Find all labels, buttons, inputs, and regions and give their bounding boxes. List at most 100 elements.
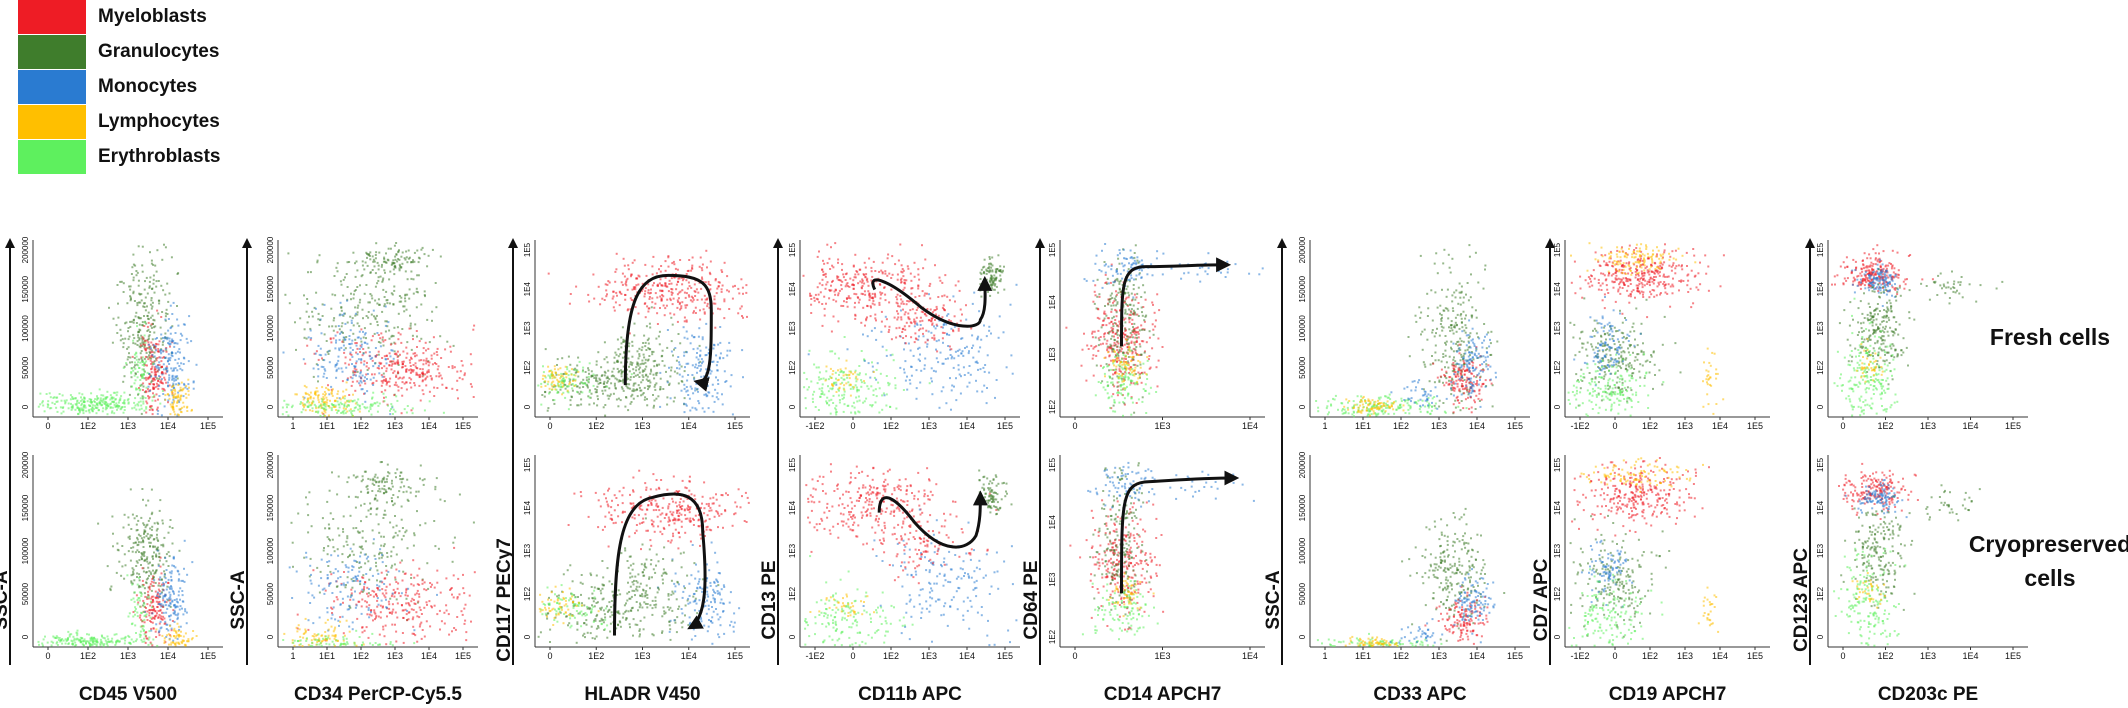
event-dot [678, 373, 681, 376]
event-dot [144, 397, 147, 399]
event-dot [169, 403, 172, 406]
event-dot [357, 398, 360, 401]
event-dot [143, 409, 146, 412]
event-dot [307, 397, 310, 400]
event-dot [395, 384, 398, 387]
event-dot [371, 482, 374, 485]
event-dot [176, 413, 179, 416]
event-dot [159, 620, 162, 623]
event-dot [392, 262, 395, 265]
event-dot [424, 373, 427, 376]
event-dot [141, 339, 144, 342]
event-dot [421, 389, 424, 392]
event-dot [404, 365, 407, 367]
event-dot [375, 614, 378, 617]
event-dot [405, 368, 408, 371]
event-dot [614, 280, 617, 283]
event-dot [360, 343, 363, 346]
event-dot [330, 554, 333, 557]
event-dot [191, 637, 194, 640]
event-dot [350, 319, 353, 322]
event-dot [653, 377, 656, 380]
event-dot [117, 316, 120, 319]
event-dot [156, 591, 159, 594]
event-dot [668, 279, 671, 282]
event-dot [612, 306, 615, 309]
event-dot [362, 574, 365, 577]
event-dot [140, 557, 143, 560]
event-dot [689, 299, 692, 302]
event-dot [313, 633, 316, 636]
event-dot [426, 370, 429, 373]
event-dot [368, 351, 371, 354]
event-dot [386, 463, 389, 466]
event-dot [691, 374, 694, 376]
event-dot [366, 378, 368, 380]
event-dot [156, 385, 159, 388]
event-dot [339, 616, 342, 619]
event-dot [688, 295, 691, 298]
event-dot [153, 368, 156, 371]
event-dot [649, 381, 652, 384]
event-dot [120, 637, 123, 640]
event-dot [342, 341, 345, 344]
event-dot [115, 640, 118, 642]
event-dot [303, 336, 306, 339]
event-dot [412, 292, 415, 295]
event-dot [121, 565, 124, 568]
event-dot [424, 522, 427, 525]
event-dot [422, 352, 425, 355]
event-dot [395, 476, 397, 479]
event-dot [321, 640, 324, 642]
event-dot [451, 630, 453, 633]
event-dot [157, 584, 160, 587]
event-dot [371, 632, 374, 635]
event-dot [91, 639, 94, 642]
event-dot [158, 361, 161, 364]
event-dot [147, 590, 150, 593]
event-dot [308, 404, 311, 407]
event-dot [360, 381, 363, 384]
event-dot [369, 293, 372, 295]
event-dot [132, 342, 135, 345]
event-dot [141, 619, 144, 622]
event-dot [393, 383, 396, 386]
event-dot [364, 341, 367, 344]
event-dot [570, 368, 573, 371]
event-dot [157, 366, 160, 369]
event-dot [650, 306, 653, 309]
event-dot [396, 616, 399, 619]
event-dot [404, 531, 407, 534]
event-dot [136, 340, 139, 343]
event-dot [145, 504, 148, 507]
event-dot [120, 406, 123, 409]
event-dot [96, 395, 98, 398]
event-dot [402, 641, 405, 644]
event-dot [372, 384, 375, 386]
event-dot [344, 586, 347, 589]
event-dot [141, 389, 144, 391]
event-dot [360, 388, 363, 391]
event-dot [334, 626, 337, 629]
event-dot [71, 643, 74, 646]
event-dot [610, 382, 613, 385]
event-dot [157, 616, 160, 618]
event-dot [142, 546, 145, 548]
event-dot [186, 410, 189, 412]
event-dot [361, 264, 364, 267]
event-dot [287, 414, 290, 417]
event-dot [140, 611, 143, 614]
event-dot [392, 608, 395, 611]
event-dot [145, 615, 148, 618]
event-dot [141, 359, 144, 362]
event-dot [737, 312, 740, 315]
event-dot [641, 362, 644, 365]
event-dot [143, 302, 146, 305]
event-dot [362, 317, 364, 320]
event-dot [371, 269, 374, 271]
event-dot [158, 375, 160, 378]
event-dot [420, 613, 423, 615]
event-dot [345, 381, 348, 384]
event-dot [156, 644, 159, 647]
event-dot [151, 616, 154, 619]
